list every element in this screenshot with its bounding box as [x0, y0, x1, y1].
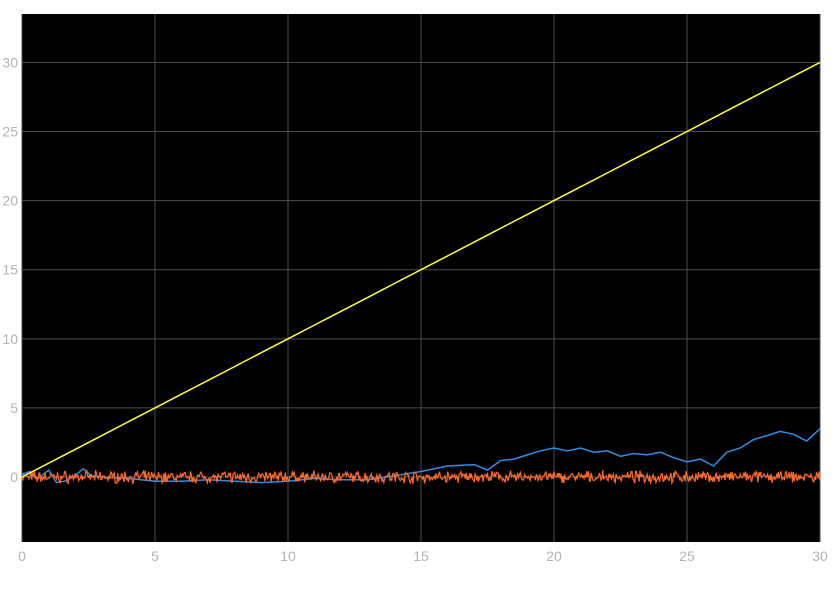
series-layer — [21, 61, 821, 486]
y-tick-label-5: 5 — [10, 400, 18, 416]
x-tick-label-20: 20 — [546, 548, 562, 564]
x-tick-label-10: 10 — [280, 548, 296, 564]
series-line-orange — [21, 468, 821, 486]
x-tick-label-25: 25 — [679, 548, 695, 564]
x-tick-label-15: 15 — [413, 548, 429, 564]
y-tick-label-15: 15 — [2, 262, 18, 278]
x-tick-label-5: 5 — [151, 548, 159, 564]
y-tick-label-20: 20 — [2, 193, 18, 209]
y-tick-label-25: 25 — [2, 123, 18, 139]
y-tick-label-10: 10 — [2, 331, 18, 347]
y-tick-label-30: 30 — [2, 54, 18, 70]
x-tick-label-30: 30 — [812, 548, 828, 564]
x-tick-label-0: 0 — [18, 548, 26, 564]
y-tick-label-0: 0 — [10, 469, 18, 485]
tick-labels: 0 5 10 15 20 25 30 0 5 10 15 20 25 30 — [2, 54, 828, 564]
series-line-yellow — [21, 61, 821, 478]
